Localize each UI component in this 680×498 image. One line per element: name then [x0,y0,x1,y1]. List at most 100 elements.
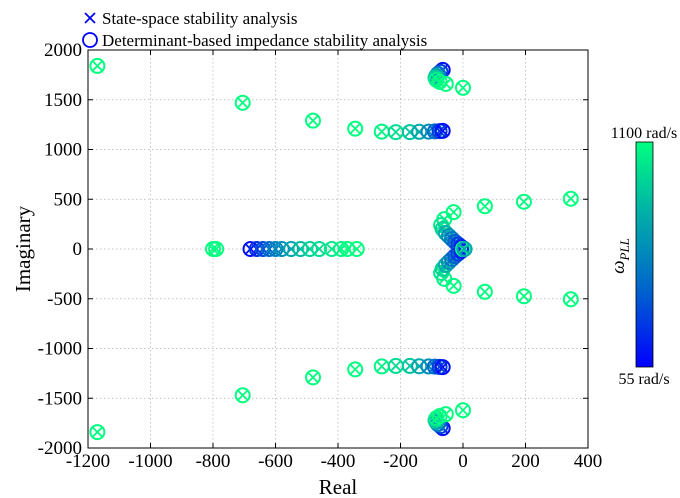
impedance-pole-marker [347,361,364,378]
impedance-pole-marker [305,369,321,386]
markers [89,57,579,441]
impedance-pole-marker [348,241,365,257]
impedance-pole-marker [411,123,428,140]
pole-branch [373,122,451,376]
pole-branch [205,241,365,257]
state-space-pole-marker [237,97,249,109]
impedance-pole-marker [208,241,225,257]
state-space-pole-marker [518,290,530,302]
y-tick-label: -2000 [38,438,82,459]
pole-branch [89,57,106,441]
impedance-pole-marker [476,283,493,300]
y-axis-title: Imaginary [11,205,35,292]
pole-branch [562,190,579,308]
impedance-pole-marker [305,112,321,129]
colorbar-title-sub: PLL [617,238,632,261]
impedance-pole-marker [311,241,328,257]
state-space-pole-marker [448,280,460,292]
y-tick-label: 1000 [44,140,82,161]
pole-branch [445,204,462,294]
impedance-pole-marker [292,241,309,257]
state-space-pole-marker [518,196,530,208]
impedance-pole-marker [562,190,579,207]
state-space-pole-marker [437,361,449,373]
impedance-pole-marker [456,241,473,257]
colorbar: 1100 rad/s 55 rad/s ωPLL [608,125,677,388]
state-space-pole-marker [565,193,577,205]
impedance-pole-marker [323,241,340,257]
impedance-pole-marker [339,241,356,257]
impedance-pole-marker [428,71,445,88]
y-tick-label: -1500 [38,388,82,409]
y-tick-labels: 2000 1500 1000 500 0 -500 -1000 -1500 -2000 [38,40,82,459]
grid [88,50,588,448]
impedance-pole-marker [445,204,462,221]
y-tick-label: 1500 [44,90,82,111]
impedance-pole-marker [283,241,300,257]
x-tick-label: 200 [511,451,540,472]
impedance-pole-marker [515,193,532,210]
state-space-pole-marker [376,360,388,372]
impedance-pole-marker [347,120,364,137]
pole-branch [427,61,471,437]
state-space-pole-marker [91,60,103,72]
x-tick-label: -1200 [66,451,110,472]
impedance-pole-marker [455,79,471,96]
x-tick-label: 400 [574,451,603,472]
state-space-pole-marker [457,82,469,94]
impedance-pole-marker [273,241,290,257]
colorbar-max-label: 1100 rad/s [611,125,678,142]
x-tick-label: 0 [458,451,468,472]
x-axis-title: Real [319,475,358,498]
state-space-pole-marker [210,243,222,255]
impedance-pole-marker [301,241,318,257]
state-space-pole-marker [565,293,577,305]
y-tick-label: -1000 [38,339,82,360]
state-space-pole-marker [237,389,249,401]
pole-branch [515,193,532,305]
x-tick-labels: -1200 -1000 -800 -600 -400 -200 0 200 400 [66,451,602,472]
state-space-pole-marker [313,243,325,255]
legend: State-space stability analysis Determina… [82,9,427,50]
impedance-pole-marker [434,359,451,376]
state-space-pole-marker [440,78,452,90]
impedance-pole-marker [437,406,454,423]
state-space-pole-marker [349,123,361,135]
impedance-pole-marker [476,198,493,215]
pole-branch [476,198,493,300]
impedance-pole-marker [401,124,418,141]
legend-label-state-space: State-space stability analysis [102,9,297,28]
colorbar-title-main: ω [608,260,629,273]
colorbar-gradient [635,141,654,368]
state-space-pole-marker [307,115,319,127]
legend-cross-icon [84,12,96,24]
colorbar-min-label: 55 rad/s [618,371,669,388]
state-space-pole-marker [479,286,491,298]
x-tick-label: -800 [196,451,231,472]
y-tick-label: -500 [47,289,82,310]
state-space-pole-marker [376,126,388,138]
state-space-pole-marker [307,371,319,383]
impedance-pole-marker [434,122,451,139]
state-space-pole-marker [459,243,471,255]
impedance-pole-marker [428,410,445,427]
impedance-pole-marker [453,242,470,259]
impedance-pole-marker [562,291,579,308]
state-space-pole-marker [457,243,469,255]
state-space-pole-marker [390,126,402,138]
pole-branch [305,112,321,386]
impedance-pole-marker [89,57,106,74]
state-space-pole-marker [390,360,402,372]
x-tick-label: -600 [258,451,293,472]
axis-ticks [87,49,589,449]
impedance-pole-marker [445,277,462,294]
impedance-pole-marker [515,288,532,305]
impedance-pole-marker [411,358,428,375]
impedance-pole-marker [455,402,471,419]
x-tick-label: -400 [321,451,356,472]
y-tick-label: 2000 [44,40,82,61]
y-tick-label: 500 [54,189,83,210]
state-space-pole-marker [448,206,460,218]
impedance-pole-marker [401,357,418,374]
